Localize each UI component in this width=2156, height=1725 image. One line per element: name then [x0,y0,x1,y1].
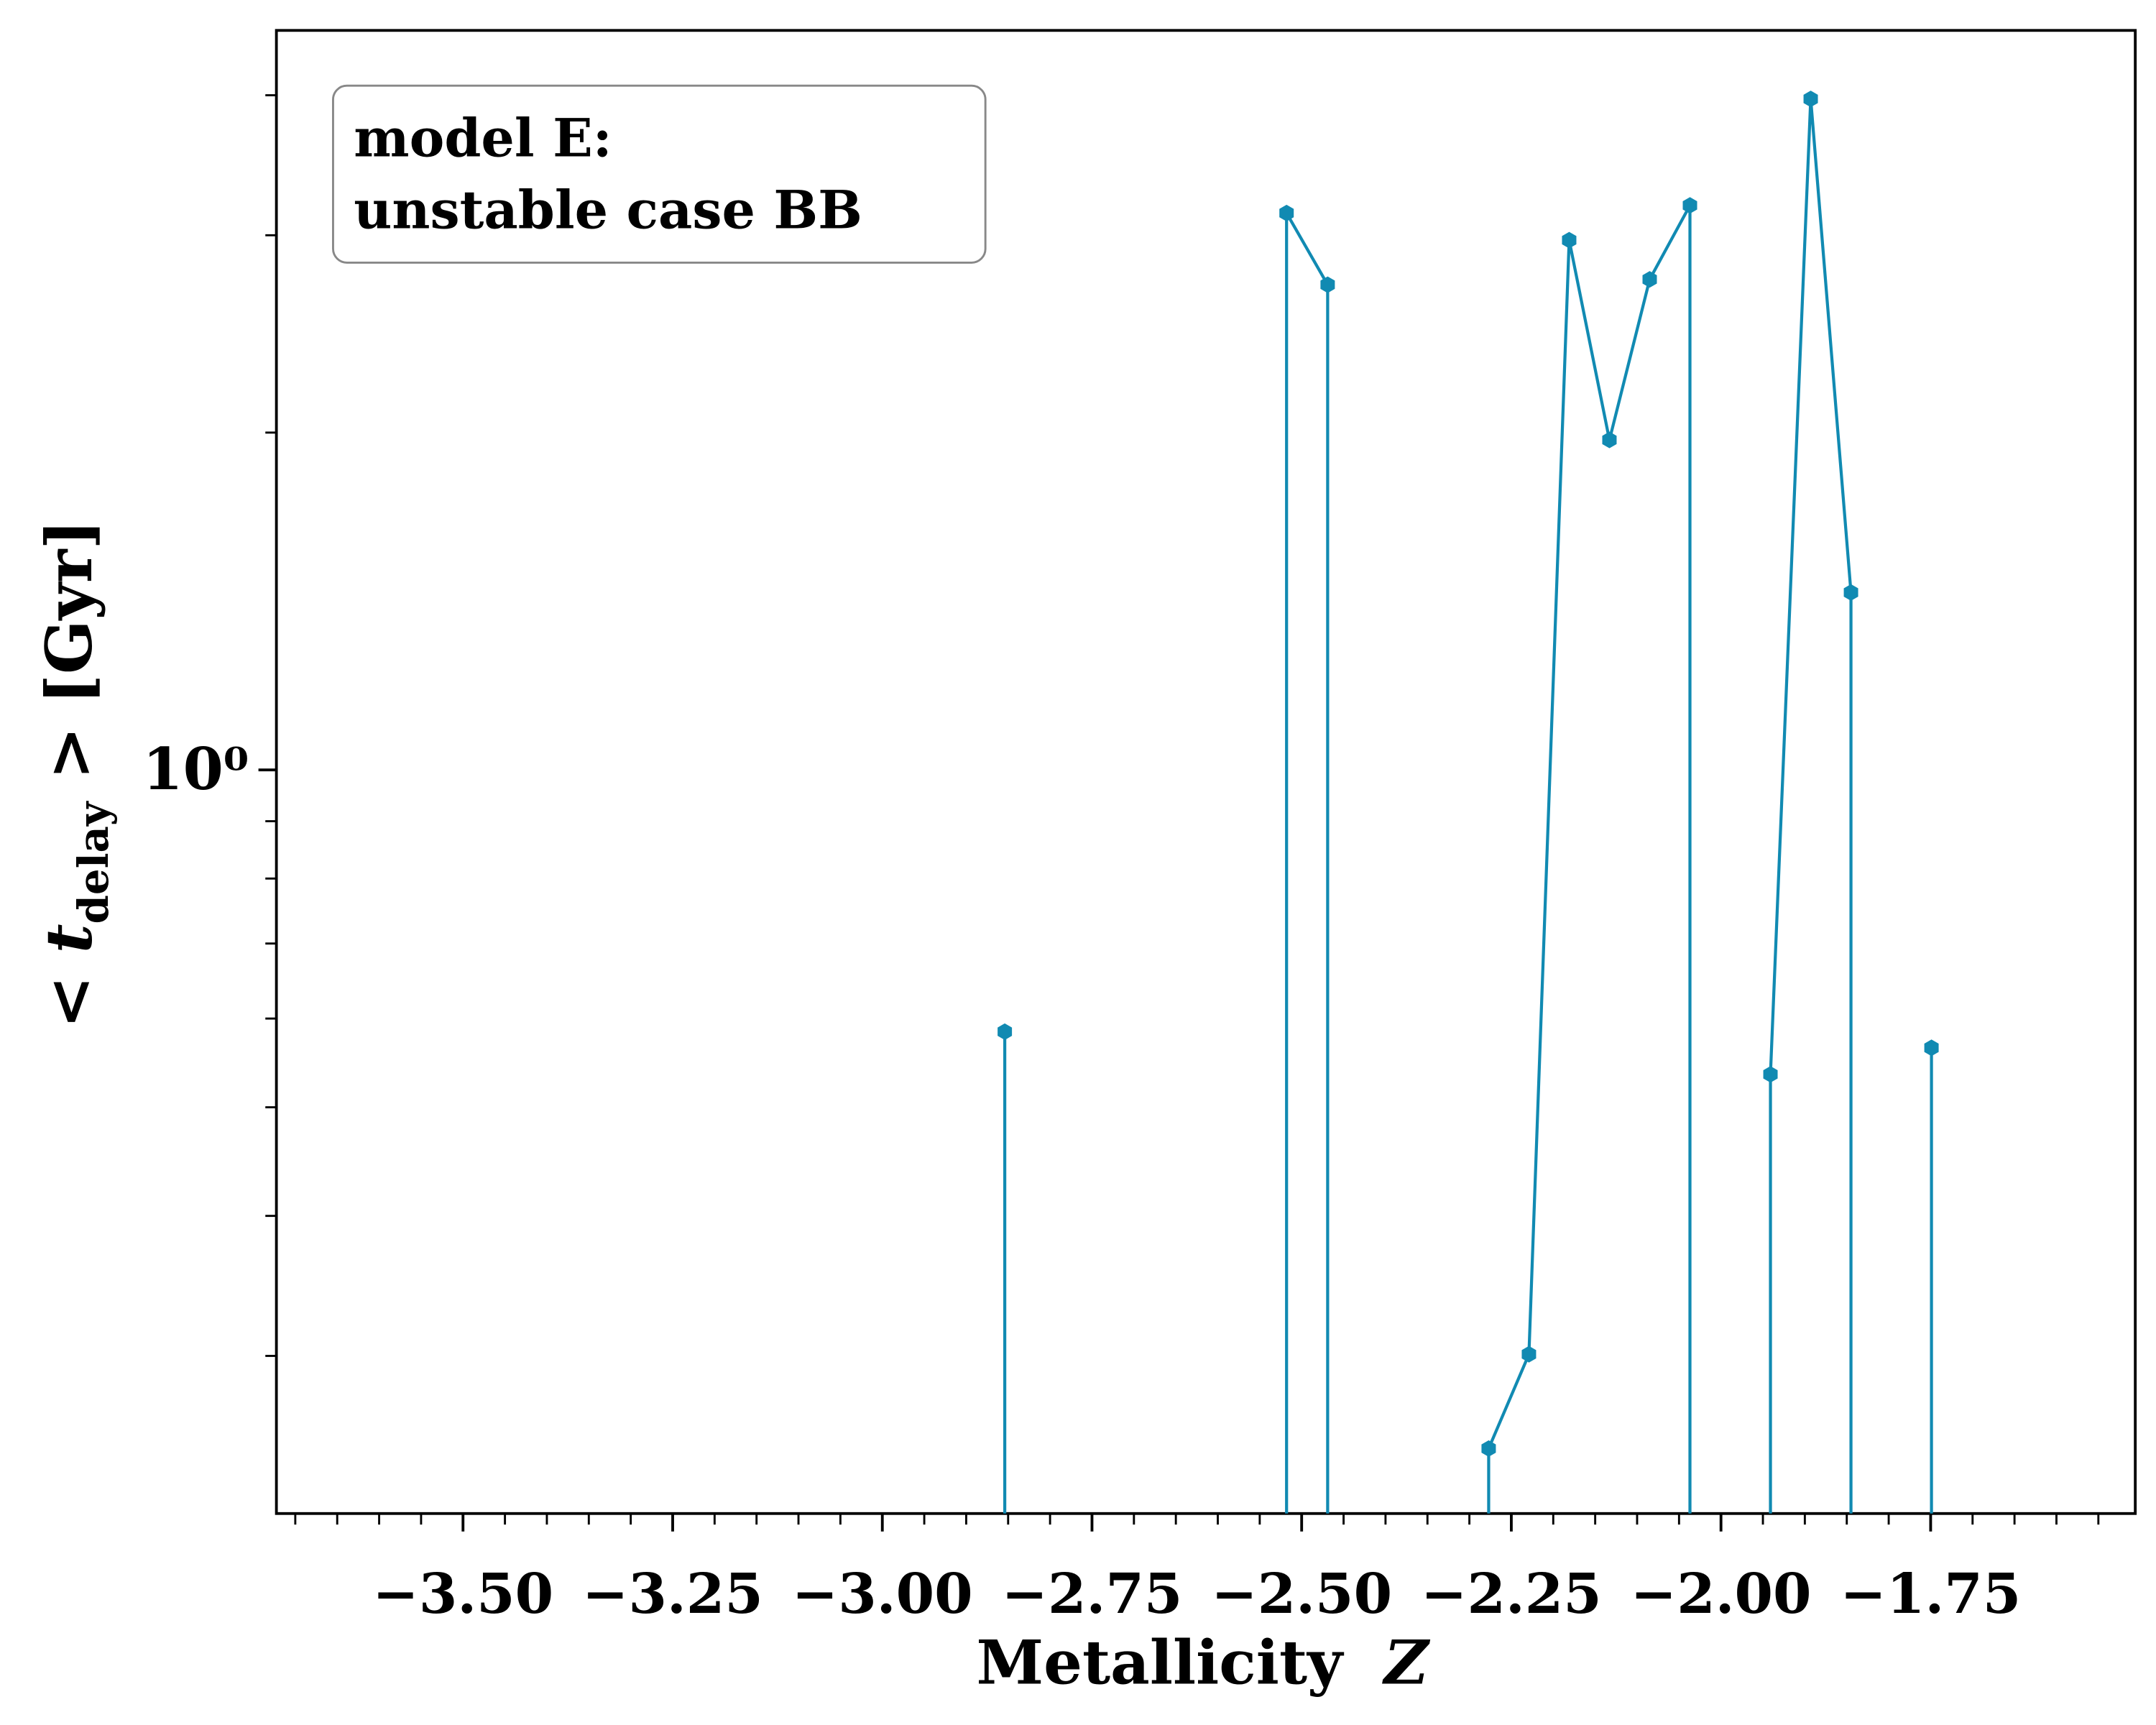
y-axis-label-sub: delay [69,801,118,924]
legend-text: model E: [354,107,612,169]
data-point [1521,1346,1537,1363]
data-point [1320,276,1335,293]
data-point [1642,271,1657,288]
data-point [1602,431,1617,448]
data-point [1279,204,1294,221]
x-axis-label-text: Metallicity [976,1627,1345,1698]
x-tick-label: −2.75 [1002,1562,1183,1627]
data-point [1763,1066,1778,1083]
data-point [1682,197,1697,214]
y-axis-label: < tdelay > [Gyr] [32,520,118,1029]
x-tick-label: −3.25 [582,1562,763,1627]
x-axis-label-var: Z [1382,1627,1431,1698]
x-tick-label: −2.00 [1631,1562,1812,1627]
x-tick-label: −1.75 [1841,1562,2022,1627]
data-point [1562,231,1577,249]
data-point [1924,1039,1939,1057]
data-point [998,1023,1013,1040]
y-tick-label: 10⁰ [142,735,249,804]
data-point [1481,1440,1496,1457]
plot-frame [275,29,2137,1515]
y-axis-label-text: > [Gyr] [32,520,106,802]
legend-text: unstable case BB [354,179,862,241]
data-point [1803,91,1818,108]
y-axis-label-text: < t [32,924,106,1029]
data-point [1843,584,1858,601]
x-tick-label: −3.50 [372,1562,553,1627]
x-tick-label: −2.25 [1421,1562,1602,1627]
x-tick-label: −3.00 [792,1562,973,1627]
legend-box [332,84,987,264]
x-tick-label: −2.50 [1211,1562,1392,1627]
x-axis-label: Metallicity Z [976,1627,1430,1698]
